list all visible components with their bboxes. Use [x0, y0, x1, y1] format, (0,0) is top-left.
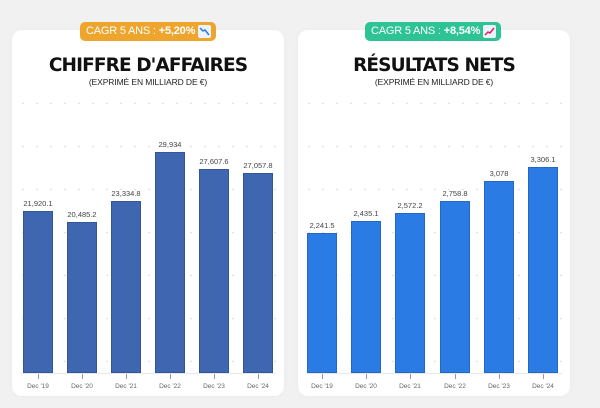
bar-value-label: 2,758.8 — [442, 189, 468, 198]
x-tick — [258, 374, 259, 379]
x-tick — [170, 374, 171, 379]
bar-fill — [528, 167, 558, 373]
grid-dots — [16, 82, 280, 366]
bar-value-label: 2,572.2 — [397, 201, 423, 210]
bar-value-label: 27,057.8 — [243, 161, 273, 170]
x-tick — [366, 374, 367, 379]
bar: 2,435.1 — [351, 209, 381, 373]
bar-value-label: 2,435.1 — [353, 209, 379, 218]
x-tick-label: Dec '20 — [71, 383, 93, 390]
bar: 3,306.1 — [528, 155, 558, 373]
bar-value-label: 29,934 — [158, 140, 182, 149]
x-tick-label: Dec '23 — [203, 383, 225, 390]
x-tick-label: Dec '20 — [355, 383, 377, 390]
net-income-chart-card: CAGR 5 ANS : +8,54% RÉSULTATS NETS (EXPR… — [298, 22, 570, 396]
bar-fill — [23, 211, 53, 373]
chart-increasing-icon — [483, 25, 497, 38]
x-tick — [126, 374, 127, 379]
bar: 2,572.2 — [395, 201, 425, 373]
cagr-badge: CAGR 5 ANS : +8,54% — [365, 22, 502, 41]
x-tick-label: Dec '22 — [444, 383, 466, 390]
x-tick — [455, 374, 456, 379]
bar-value-label: 27,607.6 — [199, 157, 229, 166]
bar: 29,934 — [155, 140, 185, 373]
cagr-badge: CAGR 5 ANS : +5,20% — [80, 22, 217, 41]
bar-fill — [395, 213, 425, 373]
bar-plot: 21,920.1 20,485.2 23,334.8 29,934 27,607.6 27… — [12, 130, 284, 373]
x-tick — [322, 374, 323, 379]
x-tick-label: Dec '24 — [532, 383, 554, 390]
chart-subtitle: (EXPRIMÉ EN MILLIARD DE €) — [88, 77, 208, 87]
cagr-value: +8,54% — [443, 25, 481, 37]
chart-subtitle: (EXPRIMÉ EN MILLIARD DE €) — [374, 77, 494, 87]
bar: 23,334.8 — [111, 189, 141, 373]
x-tick — [38, 374, 39, 379]
chart-decreasing-icon — [198, 25, 212, 38]
cagr-prefix: CAGR 5 ANS : — [371, 25, 441, 37]
bar: 20,485.2 — [67, 210, 97, 373]
bar: 21,920.1 — [23, 199, 53, 373]
x-tick — [543, 374, 544, 379]
x-tick-label: Dec '24 — [247, 383, 269, 390]
x-tick — [499, 374, 500, 379]
bar-value-label: 23,334.8 — [111, 189, 141, 198]
x-tick — [82, 374, 83, 379]
bar-value-label: 2,241.5 — [309, 221, 335, 230]
bar-value-label: 3,078 — [489, 169, 509, 178]
x-axis — [306, 373, 562, 374]
bar: 2,758.8 — [440, 189, 470, 373]
bar-fill — [351, 221, 381, 373]
x-tick-label: Dec '19 — [311, 383, 333, 390]
bar-value-label: 20,485.2 — [67, 210, 97, 219]
grid-dots — [302, 82, 566, 366]
chart-title: CHIFFRE D'AFFAIRES — [48, 55, 248, 76]
bar-fill — [67, 222, 97, 373]
cagr-prefix: CAGR 5 ANS : — [86, 25, 156, 37]
x-tick-label: Dec '19 — [27, 383, 49, 390]
bar: 3,078 — [484, 169, 514, 373]
bar-fill — [243, 173, 273, 373]
cagr-value: +5,20% — [158, 25, 196, 37]
bar-value-label: 3,306.1 — [530, 155, 556, 164]
x-axis — [20, 373, 276, 374]
x-tick — [214, 374, 215, 379]
x-tick-label: Dec '22 — [159, 383, 181, 390]
bar-fill — [307, 233, 337, 373]
bar-fill — [484, 181, 514, 373]
bar-plot: 2,241.5 2,435.1 2,572.2 2,758.8 3,078 3,306.1 — [298, 130, 570, 373]
x-tick-label: Dec '21 — [115, 383, 137, 390]
x-tick-label: Dec '23 — [488, 383, 510, 390]
bar-fill — [111, 201, 141, 373]
chart-title: RÉSULTATS NETS — [353, 55, 516, 76]
bar-value-label: 21,920.1 — [23, 199, 53, 208]
bar-fill — [155, 152, 185, 373]
x-tick-label: Dec '21 — [399, 383, 421, 390]
bar: 2,241.5 — [307, 221, 337, 373]
bar-fill — [440, 201, 470, 373]
x-tick — [410, 374, 411, 379]
bar: 27,057.8 — [243, 161, 273, 373]
bar: 27,607.6 — [199, 157, 229, 373]
revenue-chart-card: CAGR 5 ANS : +5,20% CHIFFRE D'AFFAIRES (… — [12, 22, 284, 396]
bar-fill — [199, 169, 229, 373]
